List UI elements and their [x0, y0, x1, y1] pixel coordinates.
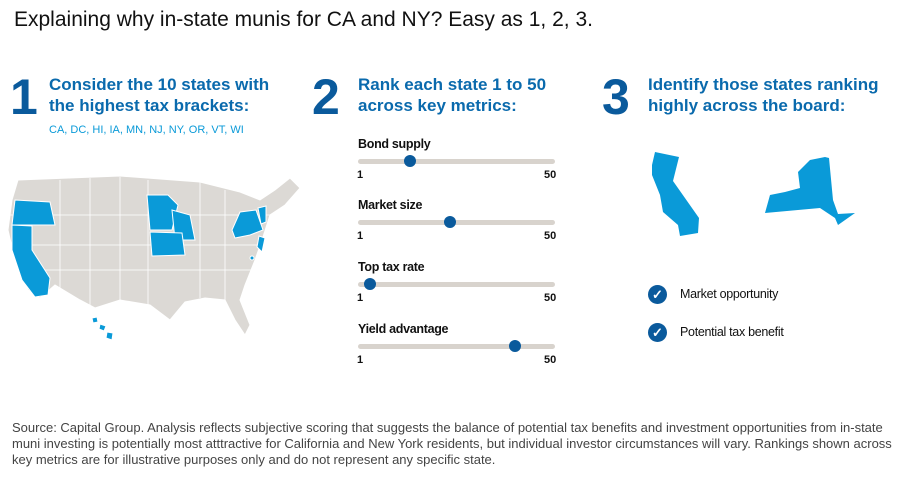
- california-shape: [652, 152, 699, 236]
- heading-line: highly across the board:: [648, 96, 846, 115]
- slider-label: Yield advantage: [358, 322, 449, 336]
- check-icon: ✓: [648, 323, 667, 342]
- check-label: Market opportunity: [680, 287, 779, 301]
- state-borders: [10, 177, 280, 305]
- heading-line: Rank each state 1 to 50: [358, 75, 547, 94]
- step-number-1: 1: [10, 69, 38, 125]
- heading-line: Consider the 10 states with: [49, 75, 270, 94]
- slider-max: 50: [544, 169, 557, 181]
- states-list: CA, DC, HI, IA, MN, NJ, NY, OR, VT, WI: [49, 124, 244, 136]
- slider-label: Market size: [358, 198, 423, 212]
- step-3-heading: Identify those states ranking highly acro…: [648, 74, 879, 116]
- state-hi: [98, 323, 107, 332]
- state-ca: [11, 224, 51, 298]
- slider-min: 1: [357, 292, 364, 304]
- state-ny: [231, 209, 264, 239]
- ca-ny-shapes: [652, 152, 855, 236]
- slider-max: 50: [544, 292, 557, 304]
- state-or: [11, 199, 56, 226]
- rank-slider[interactable]: [358, 278, 555, 290]
- slider-min: 1: [357, 230, 364, 242]
- slider-min: 1: [357, 354, 364, 366]
- source-note: Source: Capital Group. Analysis reflects…: [12, 420, 892, 467]
- state-hi: [105, 331, 114, 341]
- slider-knob[interactable]: [444, 216, 457, 228]
- state-hi: [91, 316, 99, 324]
- slider-knob[interactable]: [404, 155, 417, 167]
- state-ia: [149, 231, 186, 257]
- slider-knob[interactable]: [364, 278, 377, 290]
- step-number-3: 3: [602, 69, 630, 125]
- rank-slider[interactable]: [358, 155, 555, 167]
- new-york-shape: [765, 157, 855, 225]
- page-title: Explaining why in-state munis for CA and…: [14, 8, 593, 31]
- state-nj: [256, 235, 266, 254]
- heading-line: Identify those states ranking: [648, 75, 879, 94]
- slider-label: Bond supply: [358, 137, 431, 151]
- rank-slider[interactable]: [358, 216, 555, 228]
- heading-line: the highest tax brackets:: [49, 96, 250, 115]
- slider-label: Top tax rate: [358, 260, 425, 274]
- check-icon: ✓: [648, 285, 667, 304]
- heading-line: across key metrics:: [358, 96, 517, 115]
- step-number-2: 2: [312, 69, 340, 125]
- slider-max: 50: [544, 354, 557, 366]
- state-vt: [257, 205, 267, 225]
- state-dc: [249, 255, 255, 261]
- slider-max: 50: [544, 230, 557, 242]
- step-2-heading: Rank each state 1 to 50 across key metric…: [358, 74, 546, 116]
- slider-knob[interactable]: [508, 340, 521, 352]
- us-map: [7, 175, 301, 341]
- slider-min: 1: [357, 169, 364, 181]
- rank-slider[interactable]: [358, 340, 555, 352]
- step-1-heading: Consider the 10 states with the highest t…: [49, 74, 269, 116]
- check-label: Potential tax benefit: [680, 325, 784, 339]
